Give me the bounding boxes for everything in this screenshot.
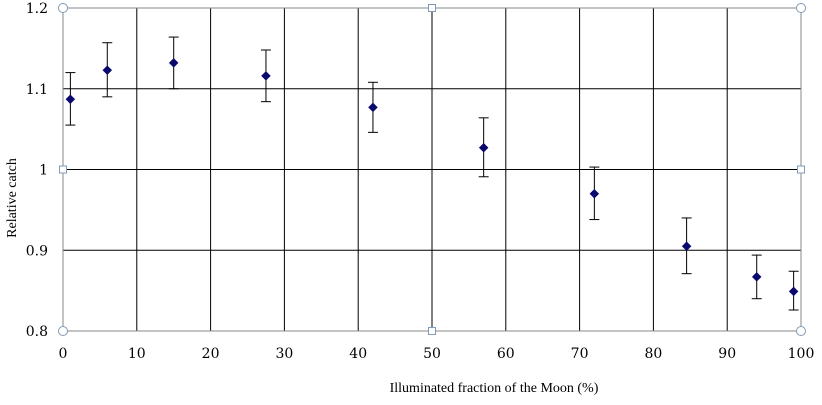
resize-handle-bottom[interactable] <box>428 327 436 335</box>
data-point-1 <box>102 65 113 76</box>
y-tick-label-2: 1 <box>39 163 48 179</box>
x-tick-label-7: 70 <box>571 346 589 362</box>
resize-handle-top-right[interactable] <box>796 3 806 13</box>
x-tick-label-9: 90 <box>718 346 736 362</box>
selection-handles[interactable] <box>58 3 806 336</box>
x-tick-label-1: 10 <box>128 346 146 362</box>
x-axis-title: Illuminated fraction of the Moon (%) <box>390 381 599 396</box>
y-tick-label-1: 0.9 <box>26 243 48 259</box>
data-point-4 <box>368 102 378 113</box>
data-point-2 <box>168 58 179 68</box>
y-tick-label-0: 0.8 <box>26 324 48 340</box>
data-point-8 <box>751 272 762 282</box>
x-tick-label-3: 30 <box>275 346 293 362</box>
x-tick-label-6: 60 <box>497 346 515 362</box>
x-tick-label-0: 0 <box>59 346 68 362</box>
data-point-7 <box>681 241 692 252</box>
resize-handle-bottom-right[interactable] <box>796 326 806 336</box>
resize-handle-top-left[interactable] <box>58 3 68 13</box>
resize-handle-left[interactable] <box>59 165 67 174</box>
y-axis-tick-labels: 0.8 0.9 1 1.1 1.2 <box>26 1 48 340</box>
x-axis-tick-labels: 0 10 20 30 40 50 60 70 80 90 100 <box>59 346 815 362</box>
data-point-9 <box>788 286 799 297</box>
x-tick-label-4: 40 <box>349 346 367 362</box>
y-tick-label-3: 1.1 <box>26 82 48 98</box>
data-point-6 <box>589 188 600 199</box>
x-tick-label-10: 100 <box>788 346 815 362</box>
x-tick-label-8: 80 <box>644 346 662 362</box>
y-tick-label-4: 1.2 <box>26 1 48 17</box>
data-markers <box>65 58 799 297</box>
data-point-0 <box>65 94 76 105</box>
y-axis-title: Relative catch <box>5 158 20 238</box>
data-point-3 <box>261 70 271 81</box>
x-tick-label-2: 20 <box>202 346 220 362</box>
resize-handle-right[interactable] <box>797 165 805 174</box>
resize-handle-top[interactable] <box>428 4 436 12</box>
data-point-5 <box>478 142 489 153</box>
x-tick-label-5: 50 <box>423 346 441 362</box>
resize-handle-bottom-left[interactable] <box>58 326 68 336</box>
